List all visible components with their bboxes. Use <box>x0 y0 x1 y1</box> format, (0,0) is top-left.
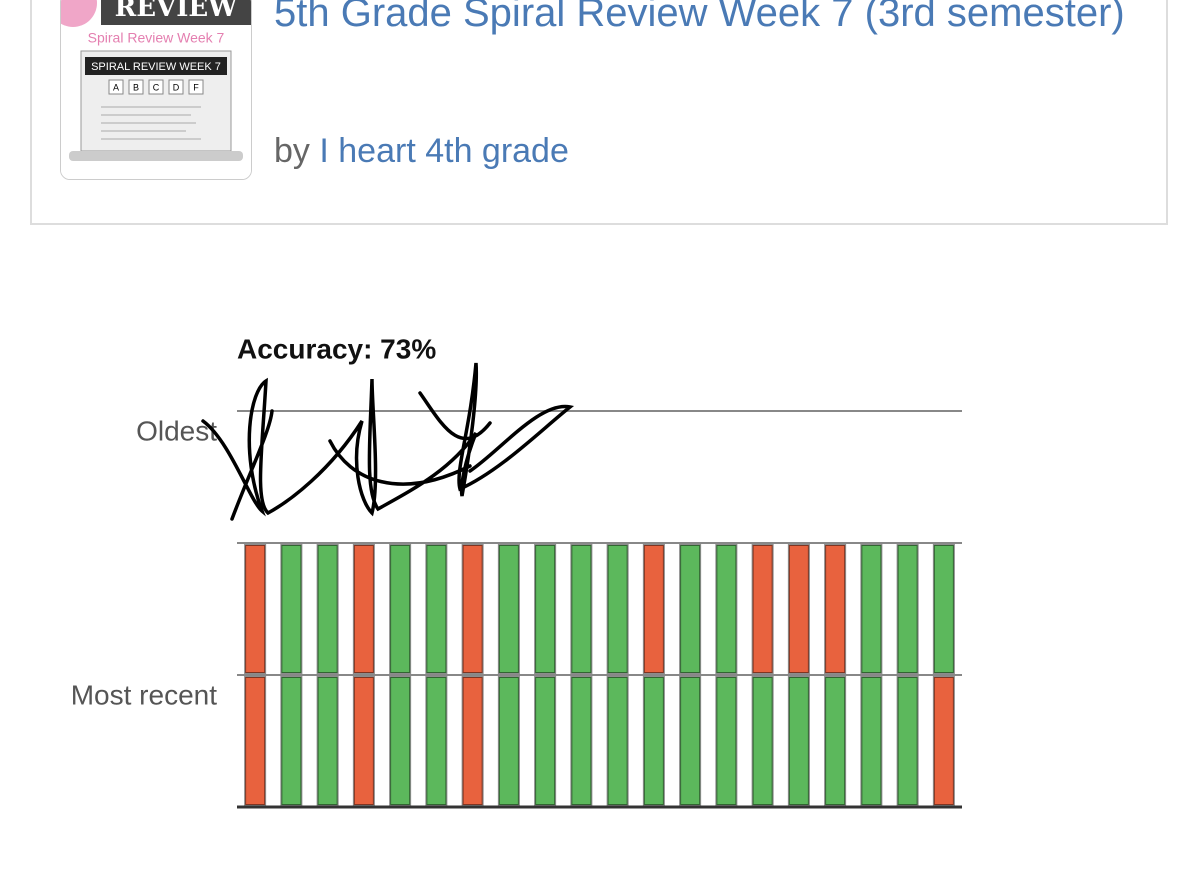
answer-cell <box>425 676 448 806</box>
choice-box <box>108 79 124 95</box>
answer-cell <box>534 676 557 806</box>
answer-cell <box>642 544 665 674</box>
choice-label: A <box>113 82 119 92</box>
answer-cell <box>715 544 738 674</box>
answer-cell <box>316 544 339 674</box>
answer-cell <box>461 544 484 674</box>
answer-cell <box>389 676 412 806</box>
choice-box <box>168 79 184 95</box>
answer-cell <box>497 676 520 806</box>
choice-label: C <box>153 82 160 92</box>
answer-cell <box>751 676 774 806</box>
answer-cell <box>896 676 919 806</box>
answer-cell <box>642 676 665 806</box>
row-label: Most recent <box>71 679 217 710</box>
answer-cell <box>932 676 955 806</box>
choice-label: D <box>173 82 180 92</box>
answer-cell <box>606 544 629 674</box>
badge-bar <box>101 0 251 25</box>
thumb-badge: REVIEW <box>115 0 239 23</box>
choice-label: B <box>133 82 139 92</box>
answer-cell <box>352 544 375 674</box>
row-label: Oldest <box>136 415 217 446</box>
answer-cell <box>280 676 303 806</box>
by-label: by <box>274 132 310 170</box>
product-title[interactable]: 5th Grade Spiral Review Week 7 (3rd seme… <box>274 0 1125 35</box>
answer-cell <box>715 676 738 806</box>
answer-cell <box>497 544 520 674</box>
answer-cell <box>679 544 702 674</box>
results-chart: Accuracy: 73% Oldest Most recent <box>71 333 962 809</box>
answer-cell <box>244 544 267 674</box>
answer-cell <box>932 544 955 674</box>
answer-cell <box>570 544 593 674</box>
answer-cell <box>606 676 629 806</box>
thumb-subtitle: Spiral Review Week 7 <box>88 30 225 46</box>
answer-cell <box>824 544 847 674</box>
answer-cell <box>244 676 267 806</box>
choice-label: F <box>193 82 199 92</box>
answer-cell <box>860 676 883 806</box>
product-card[interactable]: REVIEW Spiral Review Week 7 SPIRAL REVIE… <box>30 0 1168 225</box>
answer-cell <box>425 544 448 674</box>
answer-cell <box>896 544 919 674</box>
answer-cell <box>461 676 484 806</box>
choice-box <box>188 79 204 95</box>
answer-cell <box>280 544 303 674</box>
answer-cell <box>824 676 847 806</box>
answer-cell <box>352 676 375 806</box>
answer-cell <box>787 676 810 806</box>
thumbnail-art: REVIEW Spiral Review Week 7 SPIRAL REVIE… <box>61 0 251 179</box>
grade-badge <box>61 0 97 27</box>
author-link[interactable]: I heart 4th grade <box>319 132 569 170</box>
answer-cell <box>389 544 412 674</box>
laptop-base <box>69 151 243 161</box>
scribble <box>201 362 575 521</box>
answer-cell <box>860 544 883 674</box>
answer-cell <box>679 676 702 806</box>
byline: by I heart 4th grade <box>274 132 569 171</box>
answer-cell <box>316 676 339 806</box>
thumb-banner: SPIRAL REVIEW WEEK 7 <box>91 61 221 73</box>
banner-bg <box>85 57 227 75</box>
choice-box <box>128 79 144 95</box>
answer-cell <box>570 676 593 806</box>
answer-cell <box>787 544 810 674</box>
accuracy: Accuracy: 73% <box>237 333 436 364</box>
choice-box <box>148 79 164 95</box>
product-thumbnail[interactable]: REVIEW Spiral Review Week 7 SPIRAL REVIE… <box>60 0 252 180</box>
answer-cell <box>534 544 557 674</box>
answer-cell <box>751 544 774 674</box>
